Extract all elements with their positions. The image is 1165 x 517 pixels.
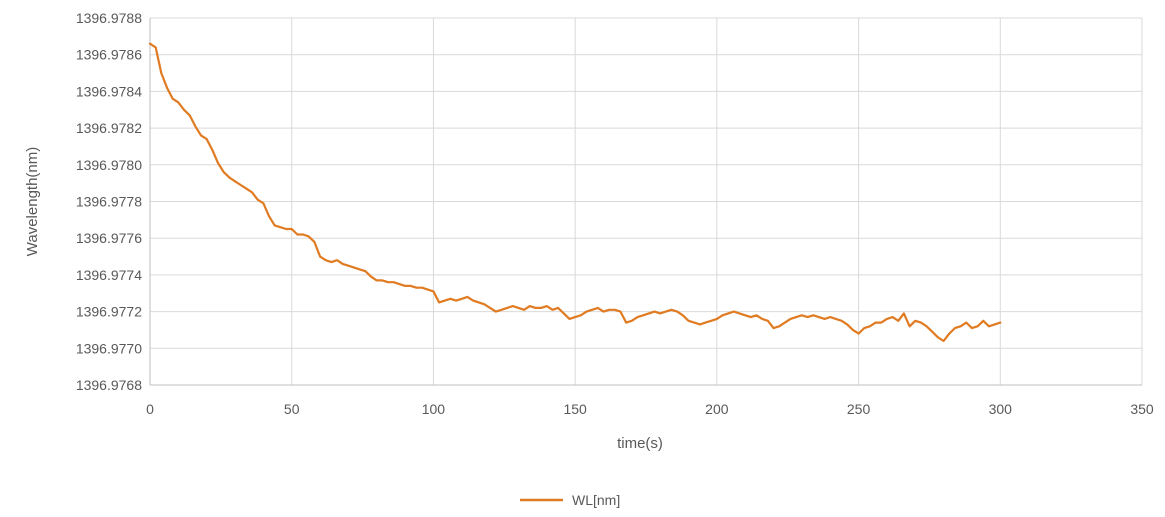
- x-tick-label: 200: [705, 401, 729, 417]
- y-tick-label: 1396.9788: [76, 10, 142, 26]
- x-tick-label: 250: [847, 401, 871, 417]
- legend: WL[nm]: [520, 492, 620, 508]
- series-line-wl: [148, 42, 1002, 343]
- x-axis-title: time(s): [617, 435, 663, 452]
- y-tick-label: 1396.9782: [76, 120, 142, 136]
- x-tick-label: 150: [563, 401, 587, 417]
- y-tick-label: 1396.9774: [76, 267, 142, 283]
- y-tick-label: 1396.9780: [76, 157, 142, 173]
- y-tick-label: 1396.9768: [76, 377, 142, 393]
- x-tick-label: 350: [1130, 401, 1154, 417]
- y-tick-label: 1396.9786: [76, 47, 142, 63]
- axes: [149, 18, 1142, 386]
- y-axis-title: Wavelength(nm): [24, 147, 41, 256]
- y-tick-label: 1396.9770: [76, 340, 142, 356]
- x-tick-label: 50: [284, 401, 300, 417]
- y-tick-label: 1396.9778: [76, 194, 142, 210]
- series-layer: [148, 42, 1002, 343]
- y-tick-label: 1396.9776: [76, 230, 142, 246]
- tick-labels: 1396.9768 1396.9770 1396.9772 1396.9774 1396…: [76, 10, 1154, 417]
- y-tick-label: 1396.9772: [76, 304, 142, 320]
- x-tick-label: 300: [989, 401, 1013, 417]
- legend-label-wl: WL[nm]: [572, 492, 620, 508]
- x-tick-label: 100: [422, 401, 446, 417]
- y-tick-label: 1396.9784: [76, 83, 142, 99]
- x-tick-label: 0: [146, 401, 154, 417]
